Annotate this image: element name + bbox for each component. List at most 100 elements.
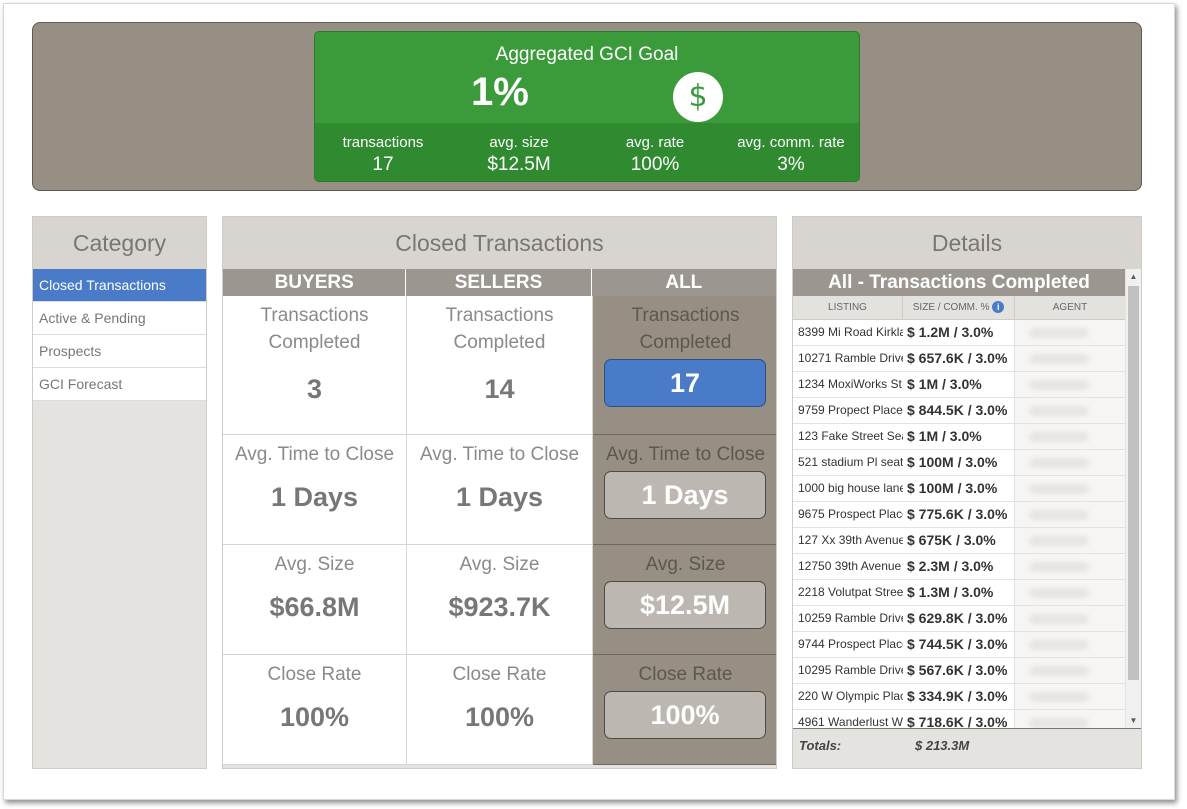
sellers-size-cell: Avg. Size $923.7K — [407, 545, 593, 655]
all-transactions-pill[interactable]: 17 — [604, 359, 766, 407]
table-row[interactable]: 123 Fake Street Seattle$ 1M / 3.0% — [793, 424, 1125, 450]
closed-transactions-panel: Closed Transactions BUYERS SELLERS ALL T… — [222, 216, 777, 769]
metric-label: Transactions Completed — [445, 305, 554, 353]
listing-cell: 9744 Prospect Place — [798, 637, 903, 651]
agent-cell — [1015, 320, 1125, 345]
category-panel: Category Closed Transactions Active & Pe… — [32, 216, 207, 769]
agent-header[interactable]: AGENT — [1052, 302, 1088, 313]
metric-value: $66.8M — [269, 592, 360, 622]
agent-blurred — [1029, 588, 1089, 598]
all-header: ALL — [591, 269, 776, 296]
scroll-up-icon[interactable]: ▲ — [1129, 272, 1138, 281]
stat-avg-rate: avg. rate 100% — [587, 123, 723, 181]
category-title: Category — [33, 217, 206, 269]
agent-blurred — [1029, 536, 1089, 546]
all-time-pill[interactable]: 1 Days — [604, 471, 766, 519]
size-cell: $ 334.9K / 3.0% — [903, 684, 1015, 709]
listing-cell: 10259 Ramble Drive — [798, 611, 903, 625]
listing-cell: 10295 Ramble Drive — [798, 663, 903, 677]
totals-row: Totals: $ 213.3M — [793, 728, 1141, 768]
details-rows: 8399 Mi Road Kirkland$ 1.2M / 3.0%10271 … — [793, 320, 1125, 728]
category-item-active-pending[interactable]: Active & Pending — [33, 302, 206, 335]
all-size-pill[interactable]: $12.5M — [604, 581, 766, 629]
size-cell: $ 629.8K / 3.0% — [903, 606, 1015, 631]
buyers-transactions-cell: Transactions Completed 3 — [223, 296, 407, 435]
table-row[interactable]: 1234 MoxiWorks St $ 1M / 3.0% — [793, 372, 1125, 398]
scroll-thumb[interactable] — [1128, 286, 1139, 680]
metric-value: 3 — [306, 374, 323, 404]
stat-value: 17 — [372, 154, 394, 175]
metric-label: Transactions Completed — [260, 305, 369, 353]
table-row[interactable]: 220 W Olympic Place $ 334.9K / 3.0% — [793, 684, 1125, 710]
all-time-cell: Avg. Time to Close 1 Days — [593, 435, 776, 545]
size-header[interactable]: SIZE / COMM. % i — [903, 296, 1015, 319]
size-cell: $ 100M / 3.0% — [903, 476, 1015, 501]
listing-cell: 8399 Mi Road Kirkland — [798, 325, 903, 339]
table-row[interactable]: 12750 39th Avenue $ 2.3M / 3.0% — [793, 554, 1125, 580]
sellers-rate-cell: Close Rate 100% — [407, 655, 593, 765]
table-row[interactable]: 127 Xx 39th Avenue $ 675K / 3.0% — [793, 528, 1125, 554]
agent-blurred — [1029, 692, 1089, 702]
agent-blurred — [1029, 380, 1089, 390]
agent-blurred — [1029, 666, 1089, 676]
category-item-prospects[interactable]: Prospects — [33, 335, 206, 368]
table-row[interactable]: 10259 Ramble Drive $ 629.8K / 3.0% — [793, 606, 1125, 632]
metric-value: 1 Days — [270, 482, 359, 512]
agent-cell — [1015, 554, 1125, 579]
dollar-icon: $ — [673, 72, 723, 122]
all-size-cell: Avg. Size $12.5M — [593, 545, 776, 655]
size-cell: $ 675K / 3.0% — [903, 528, 1015, 553]
agent-cell — [1015, 398, 1125, 423]
table-row[interactable]: 9744 Prospect Place $ 744.5K / 3.0% — [793, 632, 1125, 658]
agent-blurred — [1029, 718, 1089, 728]
agent-cell — [1015, 450, 1125, 475]
column-headers: BUYERS SELLERS ALL — [223, 269, 776, 296]
sellers-time-cell: Avg. Time to Close 1 Days — [407, 435, 593, 545]
table-row[interactable]: 4961 Wanderlust Way$ 718.6K / 3.0% — [793, 710, 1125, 728]
metric-value: 100% — [279, 702, 350, 732]
stat-avg-size: avg. size $12.5M — [451, 123, 587, 181]
size-cell: $ 744.5K / 3.0% — [903, 632, 1015, 657]
agent-blurred — [1029, 640, 1089, 650]
listing-cell: 1000 big house lane — [798, 481, 903, 495]
size-cell: $ 718.6K / 3.0% — [903, 710, 1015, 728]
buyers-column: Transactions Completed 3 Avg. Time to Cl… — [223, 296, 407, 765]
category-item-closed-transactions[interactable]: Closed Transactions — [33, 269, 206, 302]
all-rate-pill[interactable]: 100% — [604, 691, 766, 739]
stat-value: 3% — [777, 154, 805, 175]
table-row[interactable]: 521 stadium Pl seattle$ 100M / 3.0% — [793, 450, 1125, 476]
size-cell: $ 567.6K / 3.0% — [903, 658, 1015, 683]
size-cell: $ 1M / 3.0% — [903, 372, 1015, 397]
table-row[interactable]: 9675 Prospect Place $ 775.6K / 3.0% — [793, 502, 1125, 528]
agent-cell — [1015, 502, 1125, 527]
agent-blurred — [1029, 614, 1089, 624]
goal-percent: 1% — [471, 70, 529, 114]
sellers-transactions-cell: Transactions Completed 14 — [407, 296, 593, 435]
listing-cell: 127 Xx 39th Avenue — [798, 533, 903, 547]
listing-cell: 9759 Propect Place — [798, 403, 903, 417]
gci-goal-card: Aggregated GCI Goal 1% $ transactions 17… — [314, 31, 860, 182]
table-row[interactable]: 8399 Mi Road Kirkland$ 1.2M / 3.0% — [793, 320, 1125, 346]
listing-cell: 1234 MoxiWorks St — [798, 377, 902, 391]
table-row[interactable]: 1000 big house lane $ 100M / 3.0% — [793, 476, 1125, 502]
agent-cell — [1015, 476, 1125, 501]
stat-label: avg. comm. rate — [737, 134, 845, 151]
stat-transactions: transactions 17 — [315, 123, 451, 181]
details-panel: Details All - Transactions Completed LIS… — [792, 216, 1142, 769]
scroll-down-icon[interactable]: ▼ — [1129, 716, 1138, 725]
listing-header[interactable]: LISTING — [793, 296, 903, 319]
size-header-label: SIZE / COMM. % — [912, 302, 990, 313]
metric-label: Avg. Size — [645, 554, 726, 575]
category-item-gci-forecast[interactable]: GCI Forecast — [33, 368, 206, 401]
table-row[interactable]: 2218 Volutpat Street $ 1.3M / 3.0% — [793, 580, 1125, 606]
size-cell: $ 657.6K / 3.0% — [903, 346, 1015, 371]
agent-cell — [1015, 346, 1125, 371]
info-icon[interactable]: i — [992, 301, 1005, 314]
metric-label: Avg. Time to Close — [605, 444, 766, 465]
table-row[interactable]: 10271 Ramble Drive $ 657.6K / 3.0% — [793, 346, 1125, 372]
details-scrollbar[interactable]: ▲ ▼ — [1126, 269, 1141, 728]
agent-cell — [1015, 580, 1125, 605]
details-table-title: All - Transactions Completed — [793, 269, 1125, 296]
table-row[interactable]: 9759 Propect Place $ 844.5K / 3.0% — [793, 398, 1125, 424]
table-row[interactable]: 10295 Ramble Drive $ 567.6K / 3.0% — [793, 658, 1125, 684]
